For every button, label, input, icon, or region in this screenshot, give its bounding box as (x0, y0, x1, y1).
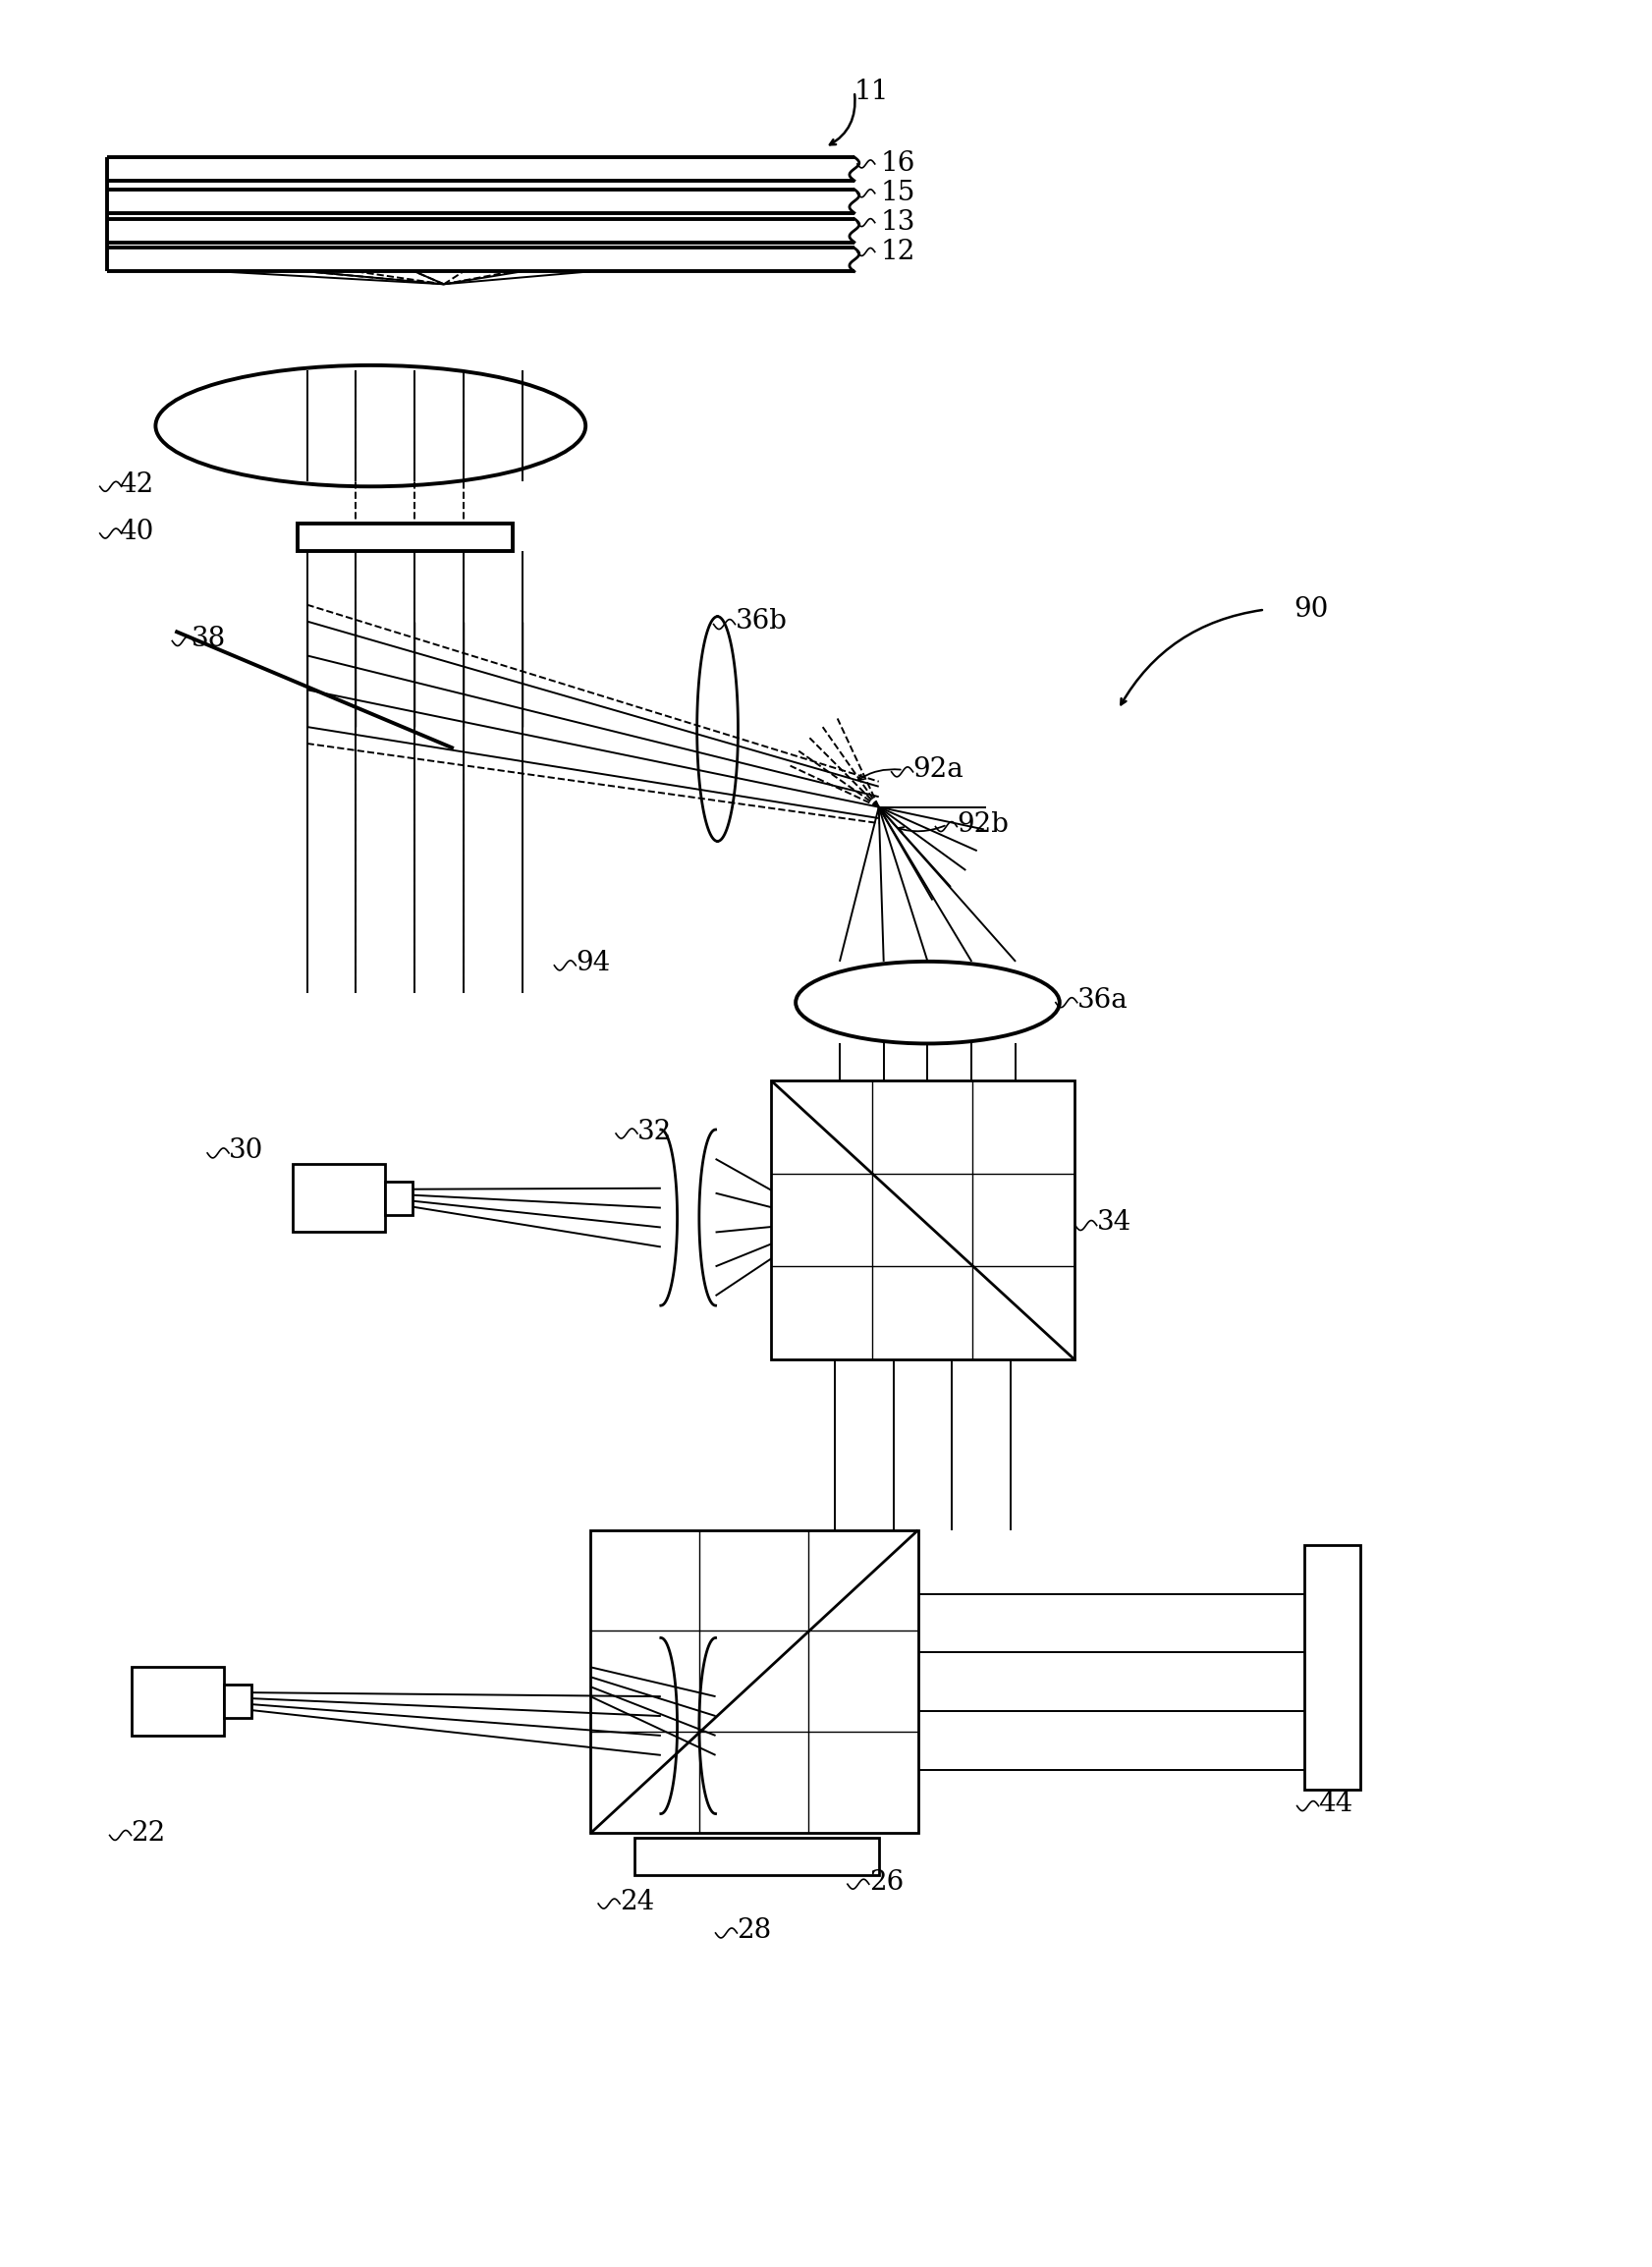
Text: 13: 13 (881, 209, 915, 236)
Bar (771, 1081, 1074, 1360)
Bar (385, 1181, 413, 1215)
Bar (225, 1684, 251, 1718)
Bar (297, 524, 512, 551)
Text: 36b: 36b (735, 608, 786, 635)
Bar (590, 1530, 919, 1834)
Bar (634, 1839, 879, 1875)
Text: 44: 44 (1318, 1791, 1353, 1818)
Text: 90: 90 (1294, 596, 1328, 623)
Text: 94: 94 (577, 950, 611, 977)
Text: 92b: 92b (957, 812, 1009, 839)
Bar (131, 1666, 225, 1737)
Text: 30: 30 (230, 1138, 264, 1165)
Text: 34: 34 (1097, 1208, 1132, 1236)
Text: 28: 28 (737, 1918, 771, 1945)
Text: 92a: 92a (914, 757, 963, 782)
Text: 36a: 36a (1077, 988, 1128, 1013)
Text: 42: 42 (119, 472, 154, 499)
Text: 40: 40 (119, 519, 154, 544)
Text: 16: 16 (881, 150, 915, 177)
Text: 15: 15 (881, 179, 915, 206)
Text: 24: 24 (620, 1888, 654, 1916)
Text: 22: 22 (131, 1820, 165, 1848)
Text: 12: 12 (881, 238, 915, 265)
Text: 26: 26 (869, 1868, 904, 1895)
Text: 32: 32 (638, 1118, 672, 1145)
Text: 38: 38 (192, 626, 226, 653)
Text: 11: 11 (854, 79, 889, 104)
Bar (1303, 1546, 1361, 1789)
Bar (292, 1163, 385, 1233)
